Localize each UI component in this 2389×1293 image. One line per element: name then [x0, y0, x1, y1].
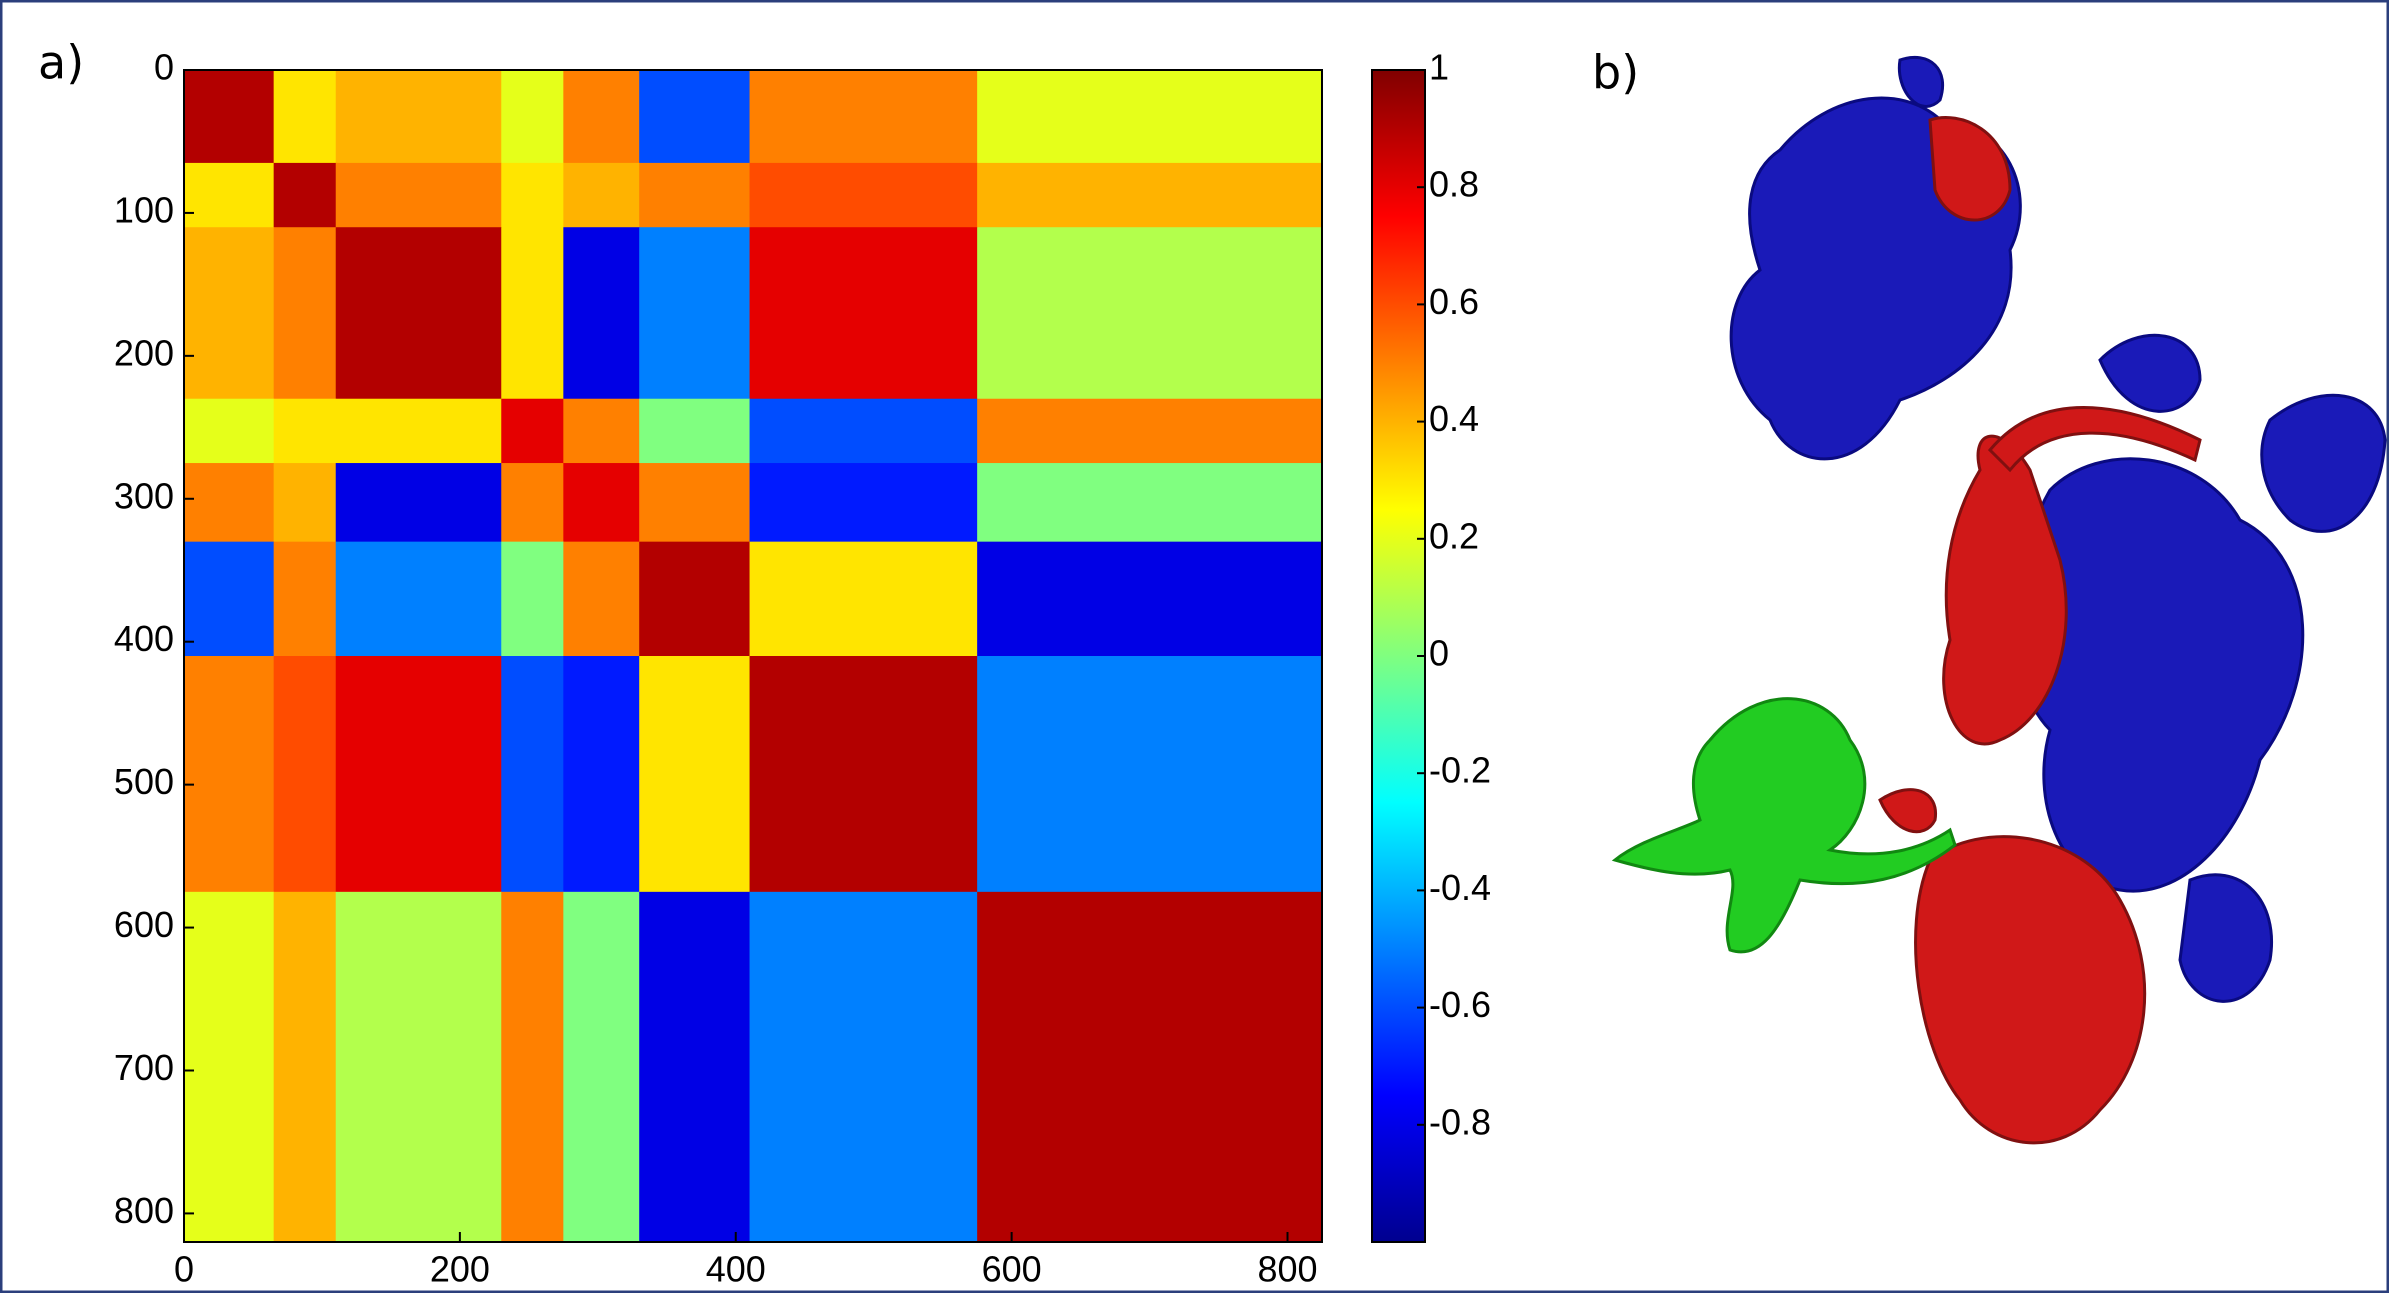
heatmap-cell: [274, 163, 337, 228]
heatmap-cell: [977, 399, 1322, 464]
heatmap-cell: [750, 892, 978, 1243]
heatmap-cell: [639, 227, 750, 399]
heatmap-cell: [750, 227, 978, 399]
colorbar-tick-label: 0.6: [1429, 281, 1479, 322]
heatmap-cell: [274, 542, 337, 657]
heatmap-cell: [336, 70, 502, 163]
heatmap-cell: [750, 163, 978, 228]
heatmap-cell: [501, 399, 564, 464]
heatmap-cell: [501, 163, 564, 228]
heatmap-cell: [977, 163, 1322, 228]
heatmap-cell: [184, 163, 274, 228]
y-tick-label: 0: [154, 47, 174, 88]
x-tick-label: 800: [1257, 1249, 1317, 1290]
heatmap-cell: [639, 163, 750, 228]
heatmap-cell: [750, 70, 978, 163]
y-tick-label: 800: [114, 1190, 174, 1231]
heatmap-cell: [501, 227, 564, 399]
heatmap-cell: [639, 892, 750, 1243]
heatmap-cell: [977, 70, 1322, 163]
panel-label: a): [38, 36, 84, 90]
panel-label: b): [1592, 46, 1639, 100]
heatmap-cell: [501, 656, 564, 892]
heatmap-cell: [501, 463, 564, 542]
x-tick-label: 0: [174, 1249, 194, 1290]
y-tick-label: 400: [114, 618, 174, 659]
heatmap-cell: [184, 656, 274, 892]
heatmap-cell: [750, 463, 978, 542]
colorbar-tick-label: 0.4: [1429, 398, 1479, 439]
heatmap-cell: [563, 542, 639, 657]
heatmap-cell: [563, 463, 639, 542]
heatmap-cell: [563, 227, 639, 399]
colorbar-tick-label: -0.4: [1429, 867, 1491, 908]
heatmap-cell: [750, 399, 978, 464]
heatmap-cell: [274, 463, 337, 542]
heatmap-cell: [336, 463, 502, 542]
heatmap-cell: [336, 542, 502, 657]
heatmap-cell: [563, 892, 639, 1243]
y-tick-label: 600: [114, 904, 174, 945]
heatmap-cell: [184, 227, 274, 399]
heatmap-cell: [274, 656, 337, 892]
heatmap-cell: [977, 542, 1322, 657]
heatmap-cell: [977, 892, 1322, 1243]
heatmap-cell: [750, 656, 978, 892]
heatmap-cell: [977, 463, 1322, 542]
y-tick-label: 100: [114, 189, 174, 230]
heatmap-cell: [501, 70, 564, 163]
heatmap-cell: [336, 163, 502, 228]
colorbar-tick-label: -0.8: [1429, 1101, 1491, 1142]
colorbar-tick-label: -0.6: [1429, 984, 1491, 1025]
heatmap-cell: [274, 227, 337, 399]
heatmap-cell: [563, 399, 639, 464]
heatmap-cell: [184, 70, 274, 163]
heatmap-cell: [977, 656, 1322, 892]
heatmap-cell: [274, 399, 337, 464]
colorbar-tick-label: 0: [1429, 633, 1449, 674]
heatmap-cell: [563, 163, 639, 228]
heatmap-cell: [336, 656, 502, 892]
heatmap-cell: [184, 463, 274, 542]
colorbar-tick-label: -0.2: [1429, 750, 1491, 791]
colorbar-tick-label: 0.8: [1429, 164, 1479, 205]
heatmap-cell: [184, 892, 274, 1243]
heatmap-cell: [501, 892, 564, 1243]
heatmap-cell: [336, 227, 502, 399]
protein-structure: [1615, 57, 2385, 1142]
heatmap-cell: [501, 542, 564, 657]
heatmap-cell: [977, 227, 1322, 399]
heatmap-cell: [336, 892, 502, 1243]
heatmap-cell: [639, 399, 750, 464]
y-tick-label: 500: [114, 761, 174, 802]
colorbar-tick-label: 0.2: [1429, 515, 1479, 556]
figure: a) b) 0200400600800010020030040050060070…: [0, 0, 2389, 1293]
x-tick-label: 400: [706, 1249, 766, 1290]
y-tick-label: 300: [114, 475, 174, 516]
x-tick-label: 200: [430, 1249, 490, 1290]
heatmap-cell: [639, 656, 750, 892]
heatmap-cell: [750, 542, 978, 657]
heatmap-cell: [274, 892, 337, 1243]
heatmap-cell: [639, 70, 750, 163]
heatmap-cell: [563, 70, 639, 163]
heatmap-cell: [184, 399, 274, 464]
y-tick-label: 700: [114, 1047, 174, 1088]
heatmap-cell: [563, 656, 639, 892]
heatmap-cell: [639, 463, 750, 542]
heatmap-cell: [274, 70, 337, 163]
heatmap-cell: [184, 542, 274, 657]
heatmap-cell: [639, 542, 750, 657]
colorbar-tick-label: 1: [1429, 47, 1449, 88]
x-tick-label: 600: [982, 1249, 1042, 1290]
heatmap-cell: [336, 399, 502, 464]
y-tick-label: 200: [114, 332, 174, 373]
